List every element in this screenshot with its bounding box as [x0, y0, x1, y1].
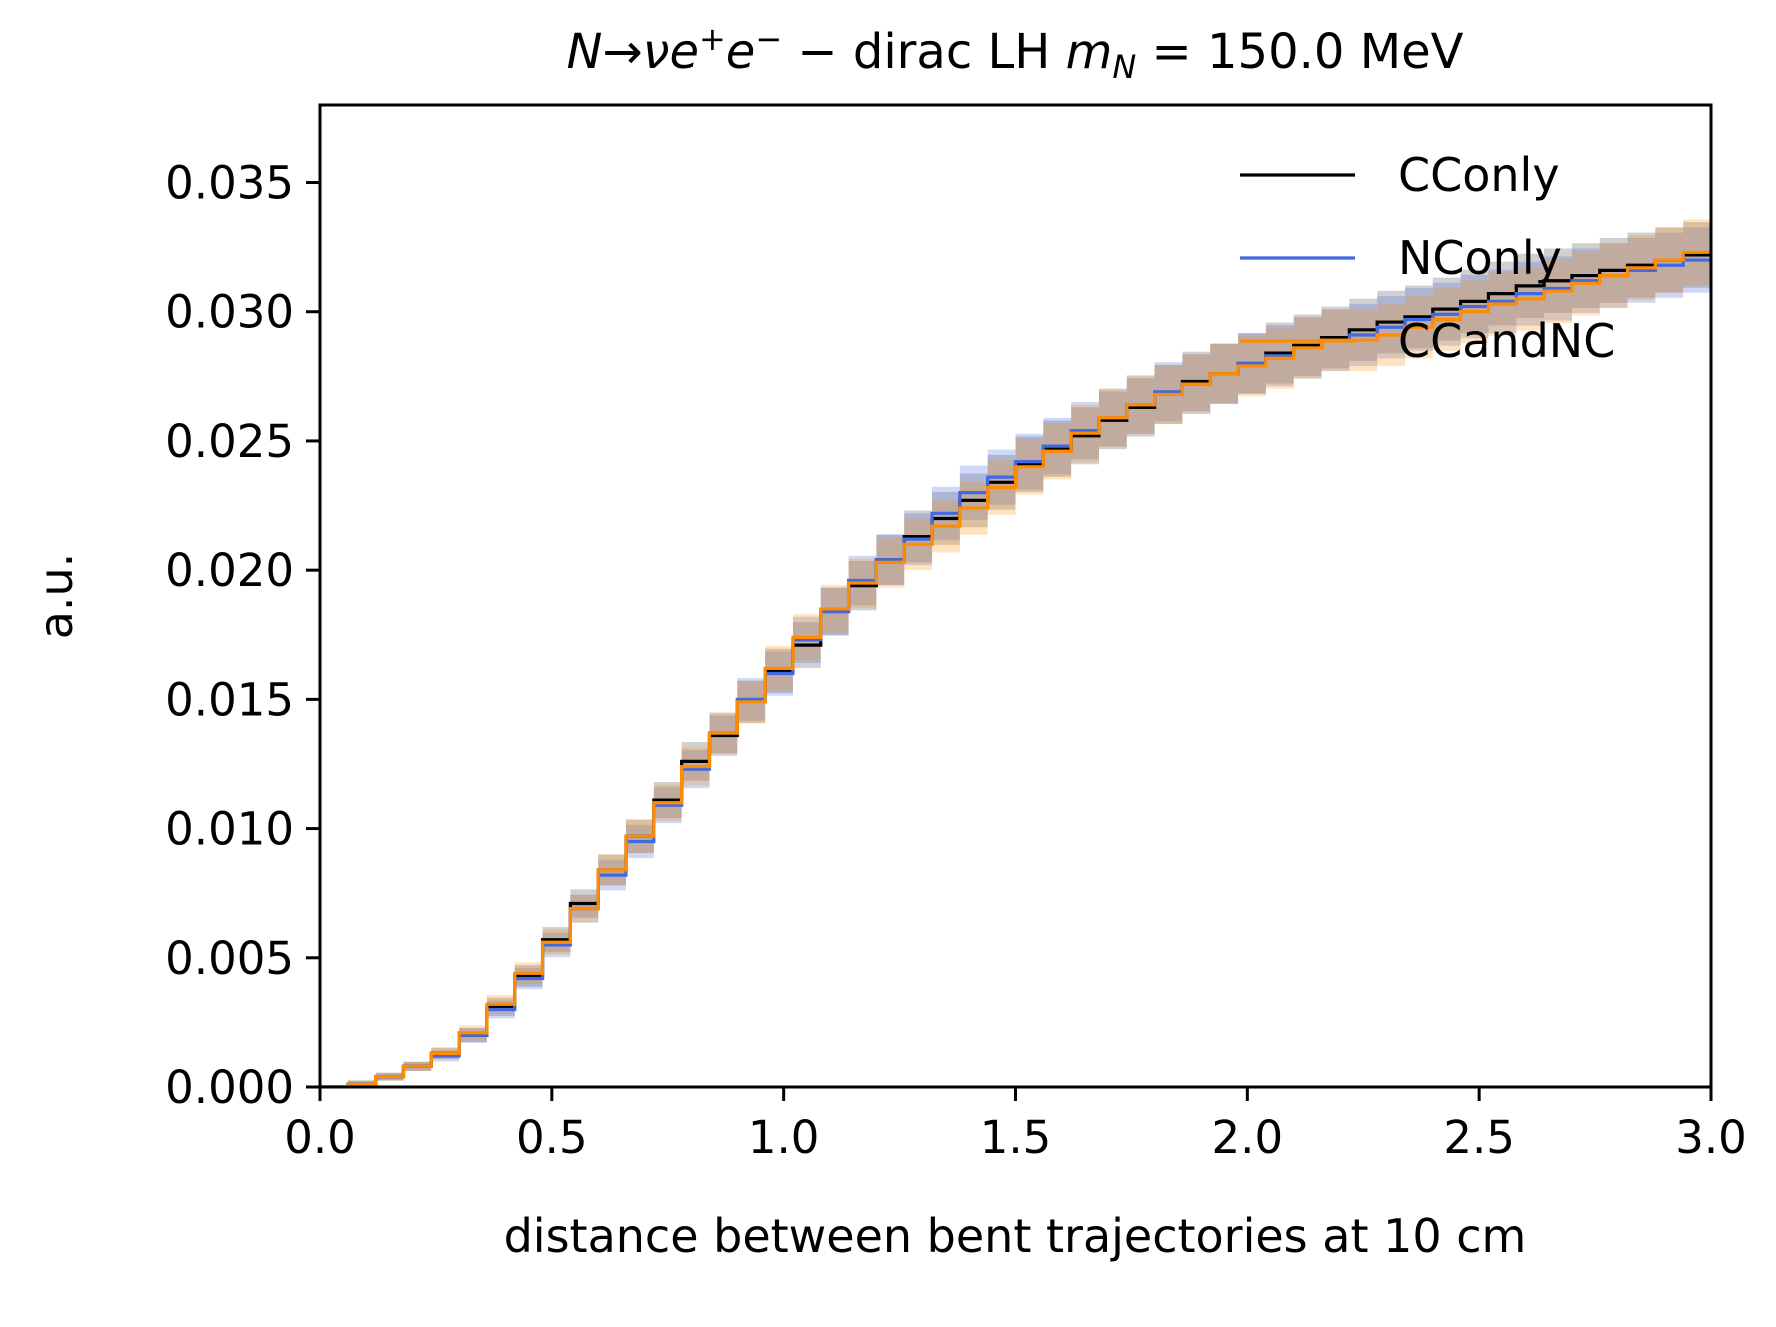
x-axis-ticks: 0.0 0.5 1.0 1.5 2.0 2.5 3.0: [284, 1087, 1747, 1164]
legend-label: NConly: [1398, 231, 1562, 285]
series-line-ccandnc: [320, 250, 1711, 1087]
legend-item-nconly: NConly: [1240, 231, 1562, 285]
x-tick-label: 2.5: [1443, 1111, 1515, 1164]
legend-item-cconly: CConly: [1240, 148, 1560, 202]
y-tick-label: 0.025: [165, 415, 294, 468]
x-tick-label: 1.5: [980, 1111, 1052, 1164]
x-tick-label: 1.0: [748, 1111, 820, 1164]
legend-label: CCandNC: [1398, 314, 1615, 368]
y-tick-label: 0.005: [165, 932, 294, 985]
y-axis-ticks: 0.000 0.005 0.010 0.015 0.020 0.025 0.030 0.035: [165, 157, 320, 1114]
y-axis-label: a.u.: [29, 553, 83, 640]
y-tick-label: 0.000: [165, 1061, 294, 1114]
x-tick-label: 3.0: [1675, 1111, 1747, 1164]
series-line-cconly: [320, 253, 1711, 1087]
x-tick-label: 2.0: [1212, 1111, 1284, 1164]
y-tick-label: 0.035: [165, 157, 294, 210]
legend-label: CConly: [1398, 148, 1560, 202]
y-tick-label: 0.030: [165, 286, 294, 339]
chart-title: N→νe+e− − dirac LH mN = 150.0 MeV: [567, 20, 1464, 86]
y-tick-label: 0.020: [165, 544, 294, 597]
x-tick-label: 0.0: [284, 1111, 356, 1164]
y-tick-label: 0.010: [165, 803, 294, 856]
y-tick-label: 0.015: [165, 673, 294, 726]
legend-item-ccandnc: CCandNC: [1240, 314, 1615, 368]
legend: CConly NConly CCandNC: [1240, 148, 1615, 368]
x-tick-label: 0.5: [516, 1111, 588, 1164]
x-axis-label: distance between bent trajectories at 10…: [504, 1209, 1527, 1263]
series-lines: [320, 250, 1711, 1087]
